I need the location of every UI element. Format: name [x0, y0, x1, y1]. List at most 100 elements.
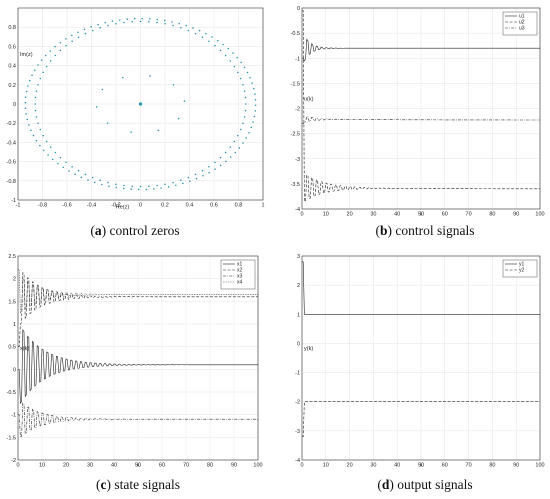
y-tick-label: 0.5: [8, 345, 16, 351]
zero-point: [115, 186, 118, 189]
zero-point: [25, 90, 28, 93]
zero-point: [253, 115, 256, 118]
zero-point: [49, 50, 51, 52]
x-tick-label: -0.4: [87, 203, 96, 209]
caption-label: c: [101, 477, 107, 492]
zero-point: [37, 64, 39, 66]
zero-point: [234, 151, 236, 154]
x-tick-label: 70: [466, 463, 472, 469]
zero-point: [54, 54, 57, 57]
zero-point: [253, 87, 255, 90]
y-tick-label: -1: [11, 413, 16, 419]
zero-point: [77, 31, 79, 33]
x-tick-label: 90: [513, 463, 519, 469]
y-tick-label: -1: [295, 371, 300, 377]
zero-point: [65, 161, 67, 164]
zero-point: [39, 144, 41, 147]
x-tick-label: 0: [139, 203, 142, 209]
zero-point: [219, 164, 222, 167]
zero-point: [164, 22, 166, 25]
y-tick-label: 1.5: [8, 299, 16, 305]
zero-point: [65, 38, 67, 40]
zero-point: [183, 100, 186, 102]
zero-point: [99, 26, 101, 29]
zero-point: [194, 32, 197, 35]
x-tick-label: 90: [513, 212, 519, 218]
zero-point: [187, 176, 190, 179]
x-tick-label: 70: [466, 212, 472, 218]
zero-point: [45, 65, 48, 68]
y-tick-label: -2: [11, 458, 16, 464]
x-tick-label: 60: [442, 212, 448, 218]
zero-point: [57, 162, 59, 165]
zero-point: [65, 44, 67, 47]
x-tick-label: 40: [394, 212, 400, 218]
series-line-y2: [302, 401, 540, 437]
caption-text: ) output signals: [389, 477, 472, 492]
zero-point: [245, 137, 247, 139]
zero-point: [139, 20, 142, 23]
zero-point: [148, 20, 150, 23]
zero-point: [195, 177, 198, 180]
zero-point: [219, 156, 222, 159]
zero-point: [139, 185, 142, 188]
zero-point: [80, 176, 83, 179]
zero-point: [160, 187, 162, 189]
x-tick-label: -0.8: [38, 203, 47, 209]
y-axis-label: x(k): [20, 346, 29, 352]
chart-a: -1 -0.8 -0.6 -0.4 -0.2 0 0.2 0.4 0.6 0.8 1 -1 -0.8 -0…: [7, 7, 265, 238]
zero-point: [91, 176, 94, 179]
zero-point: [40, 59, 43, 61]
chart-caption: (b) control signals: [375, 223, 474, 238]
chart-caption: (d) output signals: [377, 477, 472, 492]
zero-point: [198, 29, 201, 32]
caption-label: a: [95, 223, 102, 238]
series-line-u2: [302, 10, 540, 203]
caption-paren-open: (: [377, 477, 382, 492]
zero-point: [25, 113, 27, 115]
zero-point: [172, 84, 175, 86]
zero-point: [62, 166, 64, 169]
zero-point: [219, 49, 222, 52]
zero-point: [194, 173, 197, 176]
x-tick-label: 70: [183, 463, 189, 469]
y-tick-label: -2: [295, 107, 300, 113]
x-tick-label: 80: [207, 463, 213, 469]
x-axis-label: Re(z): [116, 205, 130, 211]
y-tick-label: 0.6: [8, 44, 16, 50]
series-line-u3: [302, 116, 540, 124]
chart-c: 0 10 20 30 40 50 60 70 80 90 100 -2 -1.5 -1 -0.5 0 0.5 1 1…: [7, 254, 263, 492]
x-tick-label: 100: [535, 212, 544, 218]
y-tick-label: -2: [295, 400, 300, 406]
series-line-y1: [302, 261, 540, 315]
x-tick-label: 20: [347, 463, 353, 469]
zero-point: [217, 39, 219, 42]
zero-point: [156, 184, 158, 187]
caption-label: b: [380, 223, 388, 238]
y-tick-label: 2: [13, 277, 16, 283]
zero-point: [77, 170, 80, 172]
zero-point: [31, 74, 33, 77]
zero-point: [34, 69, 36, 71]
zero-point: [245, 103, 247, 105]
legend-entry: u3: [519, 26, 525, 32]
zero-point: [27, 85, 29, 87]
zero-point: [227, 47, 229, 50]
zero-point: [59, 41, 62, 44]
zero-point: [229, 146, 232, 148]
y-tick-label: -0.6: [7, 160, 16, 166]
zero-point: [222, 43, 224, 46]
zero-point: [171, 21, 173, 23]
zero-point: [240, 61, 242, 64]
y-tick-label: 1: [297, 312, 300, 318]
zero-point: [97, 23, 99, 26]
legend-box: [220, 259, 256, 290]
caption-text: ) control signals: [388, 223, 475, 238]
y-tick-label: -0.5: [7, 390, 16, 396]
caption-paren-open: (: [90, 223, 95, 238]
y-tick-label: -1.5: [291, 81, 300, 87]
zero-point: [211, 36, 213, 38]
zero-point: [130, 131, 132, 133]
y-tick-label: -1.5: [7, 435, 16, 441]
